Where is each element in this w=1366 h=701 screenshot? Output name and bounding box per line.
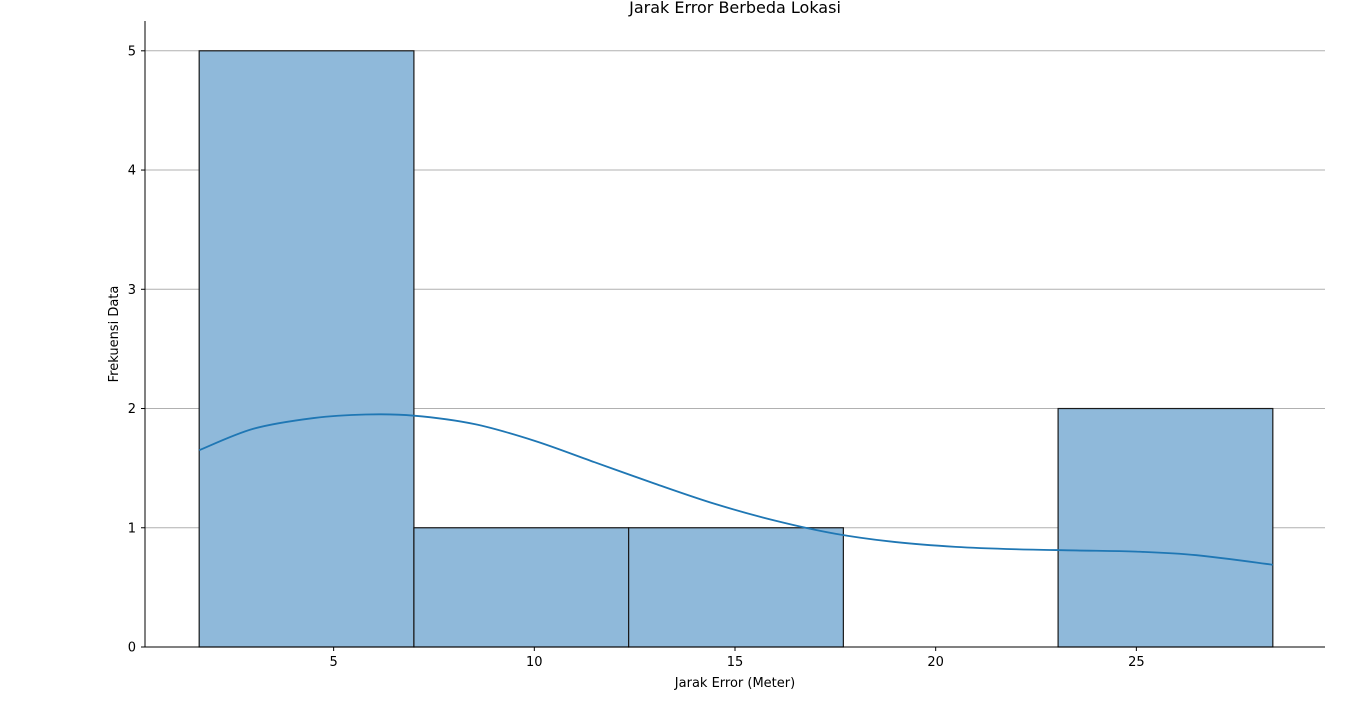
chart-title: Jarak Error Berbeda Lokasi — [628, 0, 841, 17]
x-ticks: 5 10 15 20 25 — [329, 647, 1145, 670]
x-tick-label-2: 15 — [727, 655, 744, 670]
y-tick-label-0: 0 — [128, 641, 136, 656]
kde-curve-group — [198, 413, 1273, 566]
y-tick-label-3: 3 — [128, 283, 136, 298]
histogram-bar-1 — [413, 527, 630, 648]
histogram-bar-2 — [628, 527, 844, 648]
y-axis-label: Frekuensi Data — [107, 286, 122, 383]
histogram-bar-0 — [198, 50, 415, 648]
y-tick-label-2: 2 — [128, 402, 136, 417]
x-tick-label-4: 25 — [1128, 655, 1145, 670]
histogram-bars — [198, 50, 1274, 648]
x-tick-label-3: 20 — [927, 655, 944, 670]
y-ticks: 0 1 2 3 4 5 — [128, 44, 145, 656]
x-tick-label-0: 5 — [329, 655, 337, 670]
y-tick-label-1: 1 — [128, 521, 136, 536]
x-tick-label-1: 10 — [526, 655, 543, 670]
y-tick-label-4: 4 — [128, 164, 136, 179]
x-axis-label: Jarak Error (Meter) — [674, 676, 795, 691]
kde-curve — [198, 413, 1273, 566]
y-tick-label-5: 5 — [128, 44, 136, 59]
histogram-bar-4 — [1057, 407, 1274, 648]
